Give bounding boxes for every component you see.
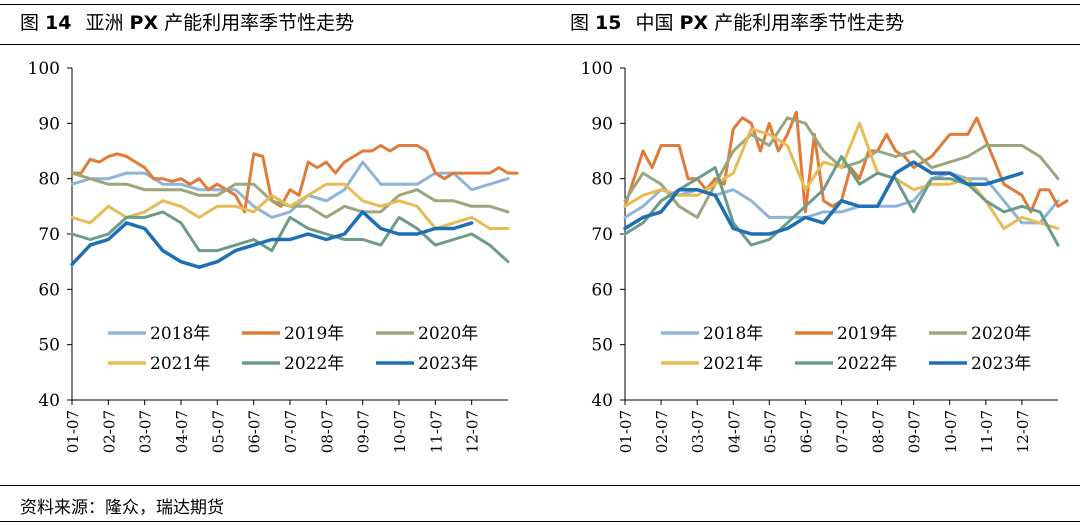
title-post: 产能利用率季节性走势 [708, 12, 905, 34]
x-tick-label: 06-07 [246, 410, 264, 453]
legend-label: 2018年 [703, 324, 763, 344]
y-tick-label: 80 [38, 170, 60, 190]
figure-label: 图 [570, 12, 590, 34]
x-tick-label: 10-07 [391, 410, 409, 453]
title-bold: PX [679, 12, 709, 34]
legend-label: 2022年 [284, 354, 344, 374]
chart-title-14: 图 14 亚洲 PX 产能利用率季节性走势 [20, 8, 354, 35]
x-tick-label: 05-07 [209, 410, 227, 453]
y-tick-label: 70 [38, 225, 60, 245]
source-note: 资料来源：隆众，瑞达期货 [20, 498, 224, 518]
line-chart-asia-px: 40 50 60 70 80 90 100 01-07 02-07 03-07 04-07 05-07… [28, 59, 519, 453]
x-tick-label: 01-07 [617, 410, 635, 453]
chart-title-15: 图 15 中国 PX 产能利用率季节性走势 [570, 8, 904, 35]
title-post: 产能利用率季节性走势 [158, 12, 355, 34]
legend-label: 2023年 [418, 354, 478, 374]
x-tick-label: 09-07 [906, 410, 924, 453]
x-tick-label: 02-07 [653, 410, 671, 453]
legend-label: 2020年 [418, 324, 478, 344]
x-tick-label: 07-07 [834, 410, 852, 453]
figure-label: 图 [20, 12, 40, 34]
y-tick-label: 80 [591, 170, 613, 190]
legend-label: 2018年 [150, 324, 210, 344]
x-tick-label: 11-07 [978, 410, 996, 453]
y-tick-label: 50 [38, 336, 60, 356]
x-tick-label: 06-07 [797, 410, 815, 453]
line-chart-china-px: 40 50 60 70 80 90 100 01-07 02-07 03-07 04-07 05-07… [581, 59, 1069, 453]
legend-label: 2023年 [971, 354, 1031, 374]
x-tick-label: 09-07 [355, 410, 373, 453]
title-pre: 亚洲 [85, 12, 130, 34]
x-tick-label: 10-07 [942, 410, 960, 453]
legend-label: 2021年 [703, 354, 763, 374]
y-tick-label: 40 [591, 391, 613, 411]
x-tick-label: 11-07 [427, 410, 445, 453]
x-tick-label: 08-07 [870, 410, 888, 453]
series-line-2019 [623, 110, 1069, 214]
y-tick-label: 90 [38, 114, 60, 134]
title-pre: 中国 [635, 12, 680, 34]
title-rule [0, 44, 1080, 45]
x-tick-label: 08-07 [318, 410, 336, 453]
legend-label: 2021年 [150, 354, 210, 374]
y-tick-label: 90 [591, 114, 613, 134]
legend-label: 2019年 [837, 324, 897, 344]
x-tick-label: 12-07 [1014, 410, 1032, 453]
legend-label: 2022年 [837, 354, 897, 374]
y-tick-label: 60 [38, 280, 60, 300]
y-tick-label: 40 [38, 391, 60, 411]
series-line-2022 [623, 155, 1060, 247]
y-tick-label: 100 [28, 59, 60, 79]
x-tick-label: 04-07 [173, 410, 191, 453]
y-tick-label: 100 [581, 59, 613, 79]
figure-number: 15 [595, 12, 622, 34]
y-tick-label: 60 [591, 280, 613, 300]
x-tick-label: 05-07 [761, 410, 779, 453]
y-tick-label: 70 [591, 225, 613, 245]
series-line-2022 [70, 210, 510, 264]
series-line-2023 [70, 210, 474, 269]
figure-number: 14 [45, 12, 72, 34]
x-tick-label: 01-07 [64, 410, 82, 453]
legend-label: 2020年 [971, 324, 1031, 344]
x-tick-label: 03-07 [689, 410, 707, 453]
x-tick-label: 04-07 [725, 410, 743, 453]
footer-rule-bottom [0, 521, 1080, 522]
x-tick-label: 03-07 [137, 410, 155, 453]
y-tick-label: 50 [591, 336, 613, 356]
footer-rule-top [0, 485, 1080, 486]
top-rule [0, 4, 1080, 5]
x-tick-label: 12-07 [464, 410, 482, 453]
x-tick-label: 02-07 [100, 410, 118, 453]
title-bold: PX [129, 12, 159, 34]
series-line-2023 [623, 160, 1024, 236]
legend-label: 2019年 [284, 324, 344, 344]
x-tick-label: 07-07 [282, 410, 300, 453]
series-line-2019 [70, 144, 519, 214]
